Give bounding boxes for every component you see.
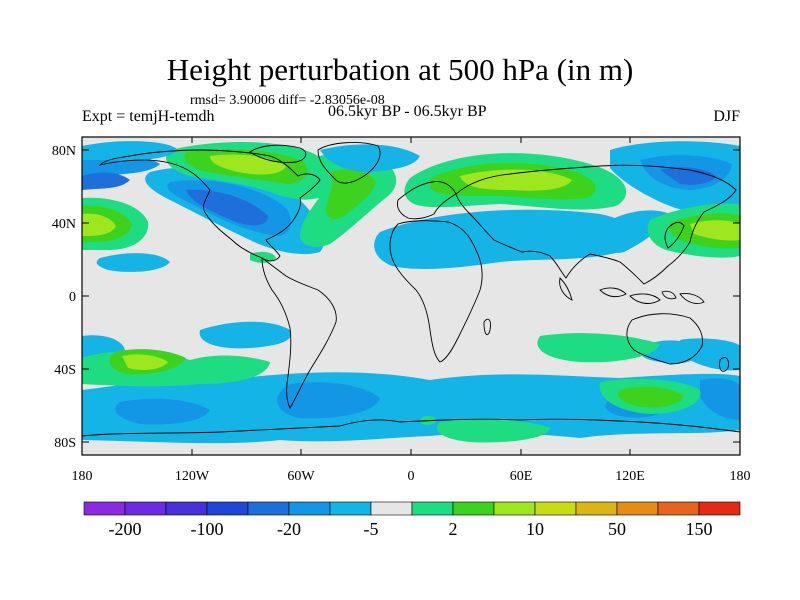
lon-tick-label: 60E — [510, 469, 533, 484]
colorbar-swatch — [329, 501, 372, 516]
lat-tick-label: 80N — [52, 144, 76, 159]
colorbar-swatch — [370, 501, 413, 516]
lat-tick-label: 40S — [54, 363, 76, 378]
colorbar-swatch — [616, 501, 659, 516]
colorbar-swatch — [247, 501, 290, 516]
colorbar-label: -20 — [277, 519, 301, 539]
colorbar-swatch — [288, 501, 331, 516]
colorbar-label: 10 — [526, 519, 544, 539]
lon-tick-label: 180 — [730, 469, 751, 484]
lon-tick-label: 0 — [408, 469, 415, 484]
lon-tick-label: 120E — [615, 469, 645, 484]
colorbar-swatch — [124, 501, 167, 516]
colorbar-swatch — [83, 501, 126, 516]
colorbar-swatch — [452, 501, 495, 516]
map-title: Height perturbation at 500 hPa (in m) — [166, 52, 634, 87]
colorbar-swatch — [493, 501, 536, 516]
lon-tick-label: 180 — [72, 469, 93, 484]
colorbar-swatch — [534, 501, 577, 516]
colorbar-swatch — [698, 501, 741, 516]
colorbar-label: -100 — [191, 519, 224, 539]
colorbar-label: 50 — [608, 519, 626, 539]
colorbar-label: -5 — [364, 519, 379, 539]
colorbar-swatch — [575, 501, 618, 516]
lat-tick-label: 80S — [54, 436, 76, 451]
lon-tick-label: 60W — [287, 469, 315, 484]
season-label: DJF — [713, 108, 740, 125]
lat-tick-label: 0 — [69, 290, 76, 305]
colorbar-labels: -200 -100 -20 -5 2 10 50 150 — [109, 519, 713, 539]
colorbar-swatch — [411, 501, 454, 516]
lat-axis: 80N 40N 0 40S 80S — [52, 144, 740, 451]
lon-tick-label: 120W — [175, 469, 210, 484]
map-field — [82, 137, 740, 455]
lon-axis: 180 120W 60W 0 60E 120E 180 — [72, 137, 751, 484]
colorbar-swatch — [206, 501, 249, 516]
colorbar-label: 150 — [686, 519, 713, 539]
colorbar-label: 2 — [449, 519, 458, 539]
colorbar — [83, 501, 741, 516]
colorbar-label: -200 — [109, 519, 142, 539]
stats-line: rmsd= 3.90006 diff= -2.83056e-08 — [190, 93, 385, 108]
colorbar-swatch — [657, 501, 700, 516]
experiment-label: Expt = temjH-temdh — [82, 108, 215, 125]
colorbar-swatch — [165, 501, 208, 516]
lat-tick-label: 40N — [52, 217, 76, 232]
period-label: 06.5kyr BP - 06.5kyr BP — [328, 103, 487, 120]
coastlines — [82, 142, 740, 437]
